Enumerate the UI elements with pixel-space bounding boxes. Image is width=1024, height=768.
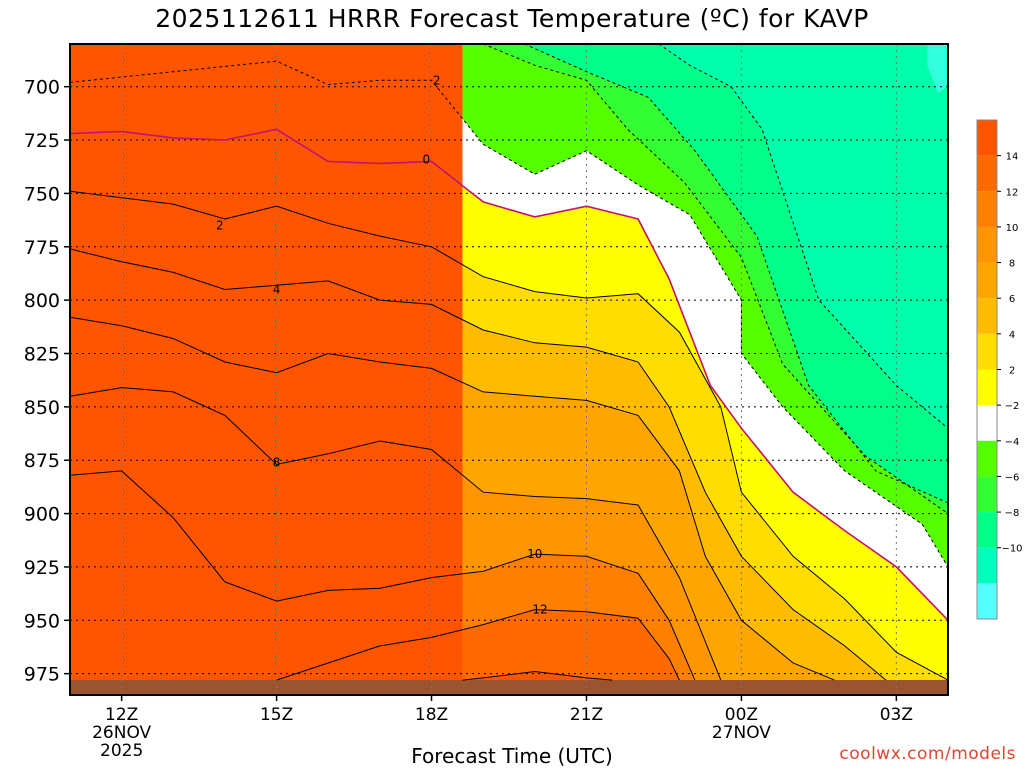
colorbar-label-0: 14 xyxy=(1006,152,1019,163)
contour-labels: 2 0 2 4 8 10 12 xyxy=(216,73,548,617)
x-tick-label-03Z: 03Z xyxy=(880,705,913,725)
colorbar-label-1: 12 xyxy=(1006,187,1019,198)
x-axis-label: Forecast Time (UTC) xyxy=(411,744,613,768)
contour-label-0: 0 xyxy=(423,152,431,166)
y-tick-label-950: 950 xyxy=(24,610,60,632)
contour-line-8 xyxy=(70,387,722,681)
colorbar-label-11: −10 xyxy=(1001,544,1022,555)
y-tick-label-775: 775 xyxy=(24,237,60,259)
y-tick-label-825: 825 xyxy=(24,343,60,365)
colorbar-swatch-6 xyxy=(977,333,997,370)
y-tick-label-850: 850 xyxy=(24,397,60,419)
contour-line--8 xyxy=(658,44,948,429)
ground-surface xyxy=(70,680,948,695)
y-tick-label-800: 800 xyxy=(24,290,60,312)
colorbar-label-9: −6 xyxy=(1005,472,1020,483)
colorbar-label-4: 6 xyxy=(1009,294,1015,305)
x-tick-label-18Z: 18Z xyxy=(415,705,448,725)
x-tick-label-21Z: 21Z xyxy=(570,705,603,725)
band-coldest xyxy=(927,44,948,94)
contour-line-12 xyxy=(276,609,680,681)
contour-line-10 xyxy=(70,470,696,681)
contour-label-2: 2 xyxy=(216,218,224,232)
y-tick-label-975: 975 xyxy=(24,664,60,686)
x-tick-date-12Z: 26NOV xyxy=(92,723,151,743)
y-tick-label-700: 700 xyxy=(24,77,60,99)
contour-lines xyxy=(70,44,948,681)
x-tick-date-00Z: 27NOV xyxy=(712,723,771,743)
colorbar-swatch-7 xyxy=(977,369,997,406)
contour-line--6 xyxy=(524,44,948,504)
colorbar-swatch-3 xyxy=(977,226,997,263)
contour-label-8: 8 xyxy=(273,455,281,469)
contour-label--2: 2 xyxy=(433,73,441,87)
colorbar: 14 12 10 8 6 4 2 −2 −4 −6 −8 −10 xyxy=(976,119,1023,620)
band-14 xyxy=(70,44,948,695)
x-tick-label-12Z: 12Z xyxy=(105,705,138,725)
colorbar-swatch-11 xyxy=(977,512,997,548)
colorbar-swatch-1 xyxy=(977,155,997,192)
colorbar-label-2: 10 xyxy=(1006,223,1019,234)
contour-line-2 xyxy=(70,190,948,681)
colorbar-swatch-9 xyxy=(977,440,997,477)
colorbar-swatch-10 xyxy=(977,476,997,513)
colorbar-swatch-5 xyxy=(977,298,997,334)
contour-line--4 xyxy=(483,44,948,515)
colorbar-swatch-2 xyxy=(977,191,997,227)
source-credit: coolwx.com/models xyxy=(839,744,1016,764)
x-tick-year-12Z: 2025 xyxy=(100,741,143,761)
contour-line--2 xyxy=(70,60,948,568)
y-axis: 700 725 750 775 800 825 850 875 900 925 950 975 xyxy=(24,77,70,686)
colorbar-label-7: −2 xyxy=(1005,401,1020,412)
chart-title: 2025112611 HRRR Forecast Temperature (ºC… xyxy=(155,4,869,33)
contour-line-14 xyxy=(462,670,613,681)
y-tick-label-900: 900 xyxy=(24,504,60,526)
y-tick-label-725: 725 xyxy=(24,130,60,152)
ground-band xyxy=(70,680,948,695)
plot-frame xyxy=(69,43,949,696)
grid-lines xyxy=(70,44,948,695)
colorbar-label-3: 8 xyxy=(1009,259,1015,270)
contour-label-12: 12 xyxy=(532,603,547,617)
colorbar-swatch-8 xyxy=(977,405,997,441)
colorbar-swatch-4 xyxy=(977,262,997,299)
contour-line-0 xyxy=(70,128,948,621)
colorbar-swatch-13 xyxy=(977,583,997,619)
contour-label-4: 4 xyxy=(273,282,281,296)
y-tick-label-875: 875 xyxy=(24,450,60,472)
contour-line-4 xyxy=(70,248,887,681)
colorbar-label-10: −8 xyxy=(1005,508,1020,519)
colorbar-swatch-0 xyxy=(977,120,997,156)
colorbar-label-8: −4 xyxy=(1005,437,1020,448)
contour-label-10: 10 xyxy=(527,547,542,561)
colorbar-label-5: 4 xyxy=(1009,330,1015,341)
contour-line-6 xyxy=(70,316,835,681)
temperature-bands xyxy=(70,44,948,695)
x-tick-label-15Z: 15Z xyxy=(260,705,293,725)
y-tick-label-750: 750 xyxy=(24,183,60,205)
x-tick-label-00Z: 00Z xyxy=(725,705,758,725)
y-tick-label-925: 925 xyxy=(24,557,60,579)
colorbar-swatch-12 xyxy=(977,547,997,584)
colorbar-label-6: 2 xyxy=(1009,366,1015,377)
